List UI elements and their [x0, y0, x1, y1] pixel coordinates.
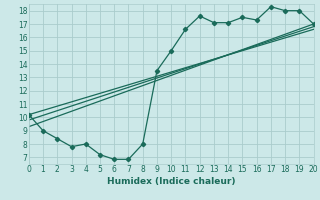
X-axis label: Humidex (Indice chaleur): Humidex (Indice chaleur) [107, 177, 236, 186]
